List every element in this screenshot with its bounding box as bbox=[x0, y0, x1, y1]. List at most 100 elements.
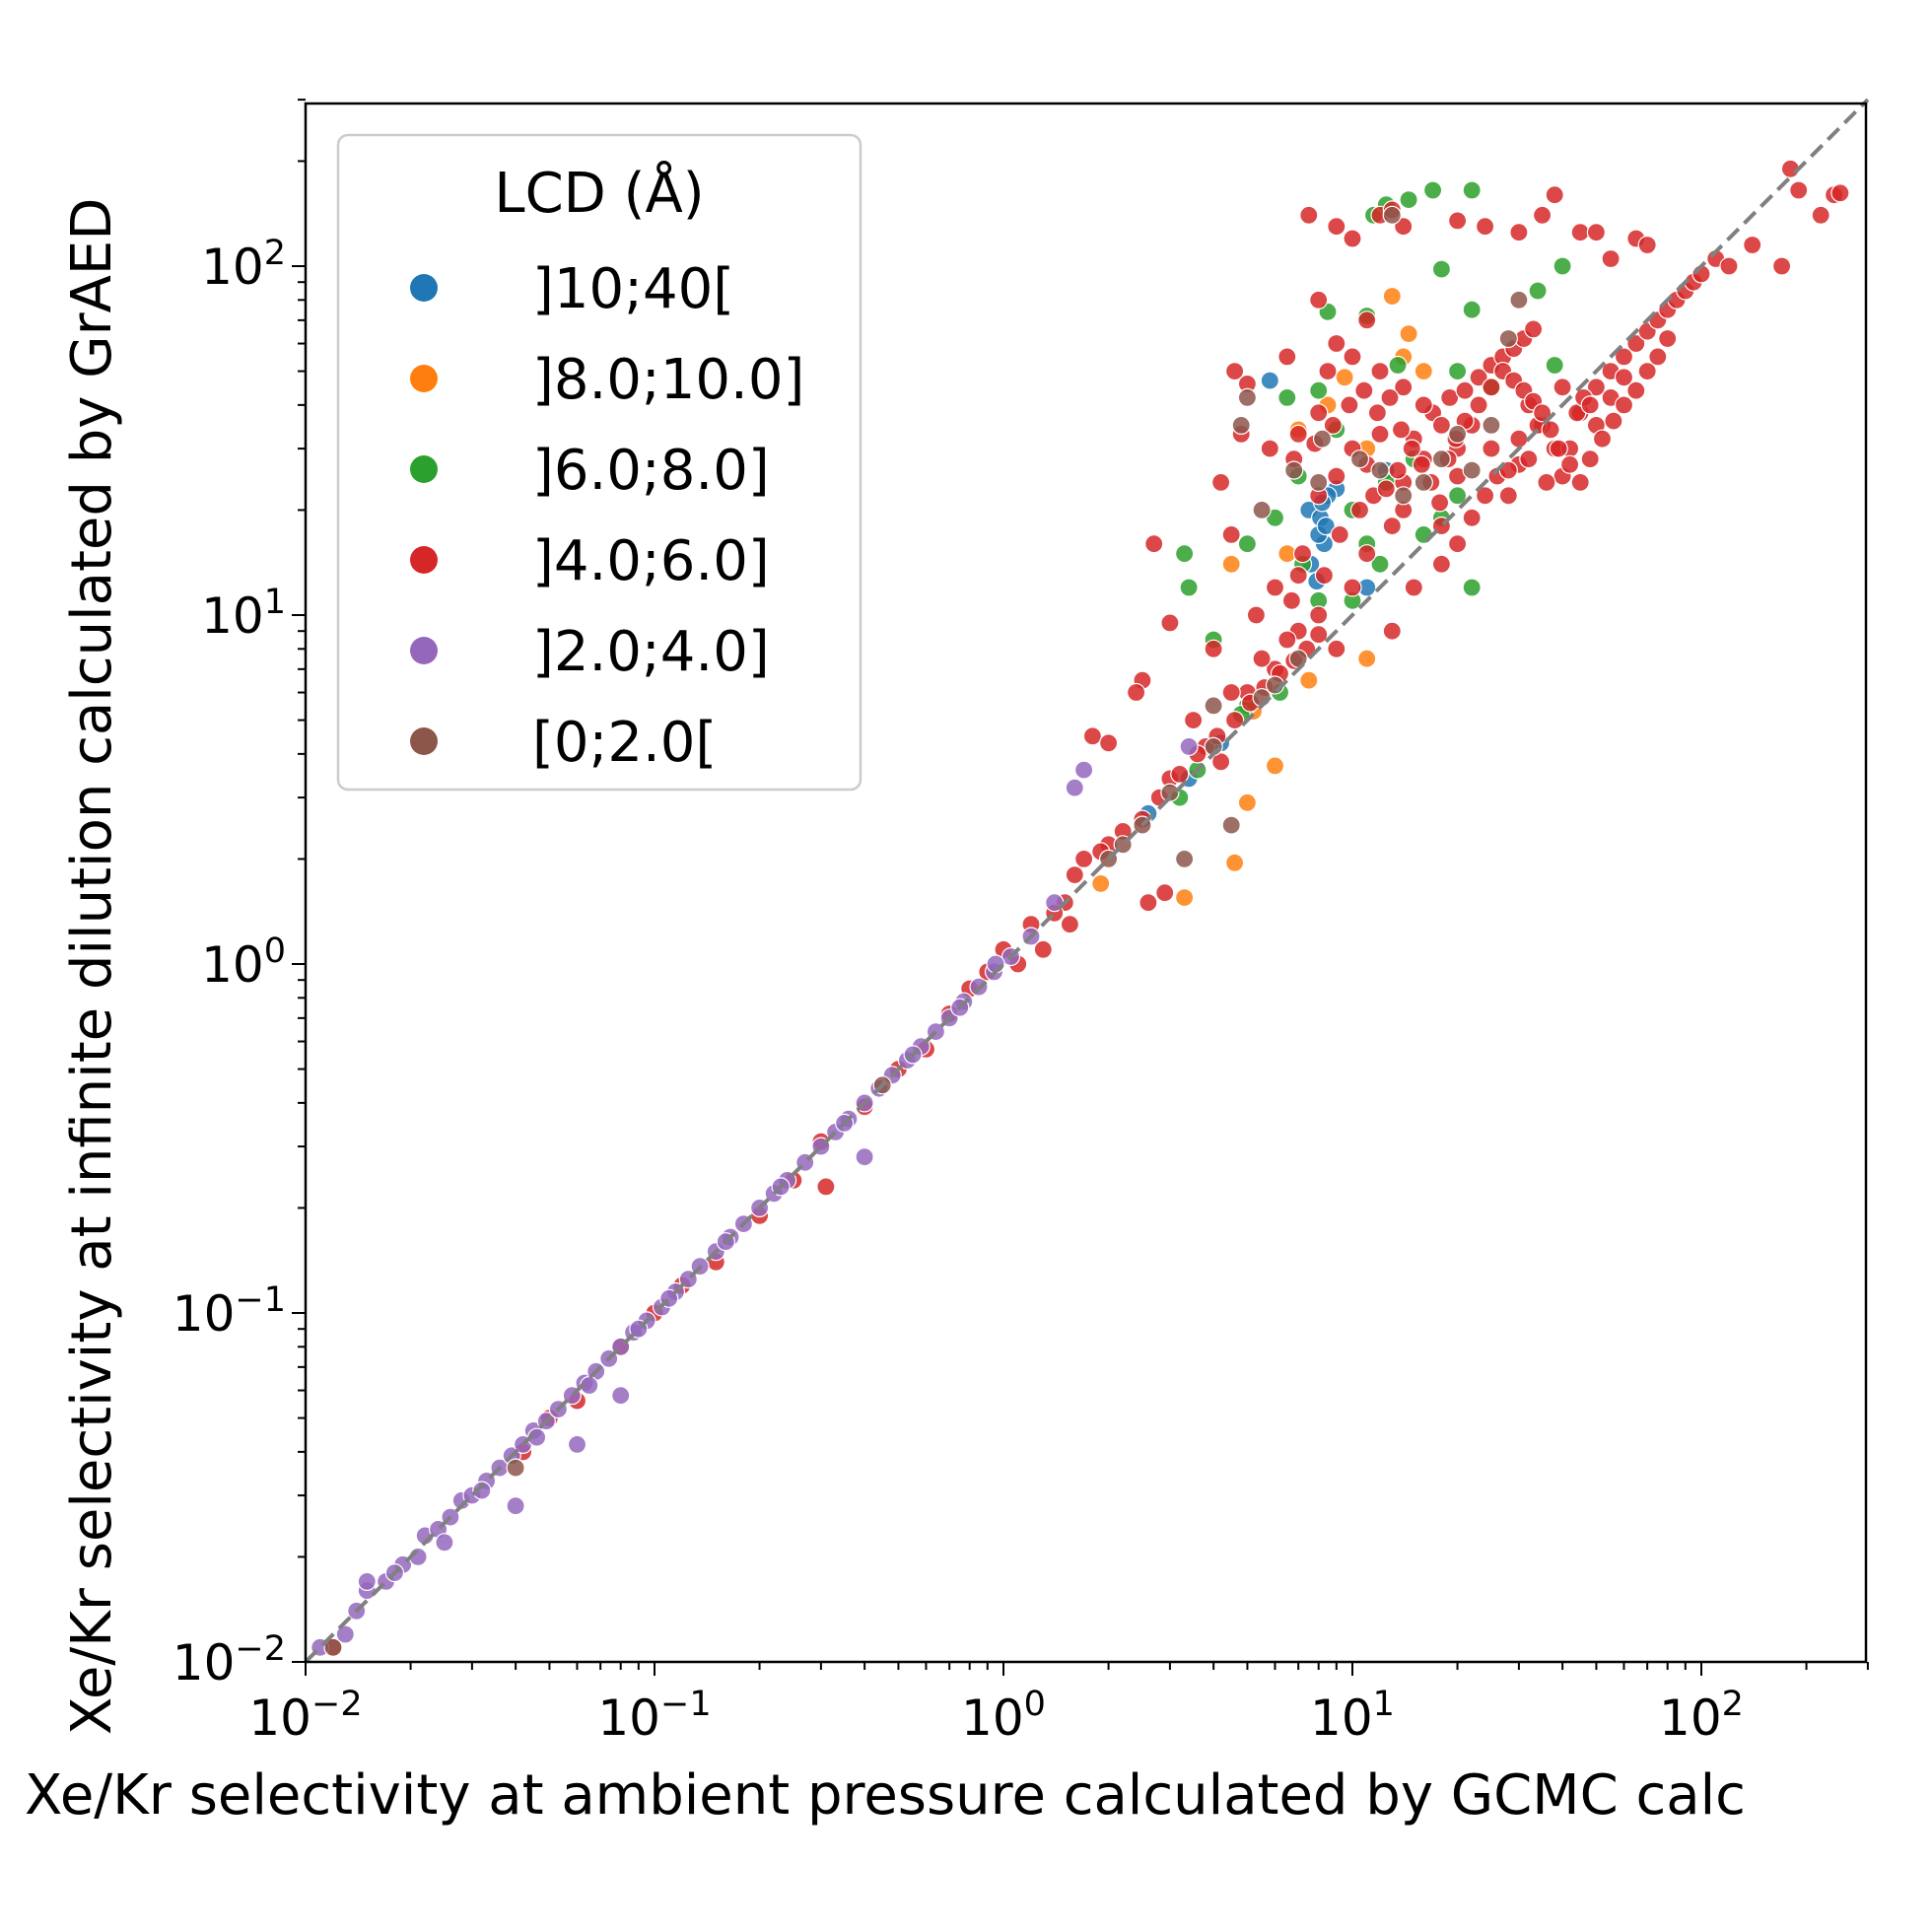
data-point bbox=[1204, 639, 1223, 658]
data-point bbox=[1224, 362, 1245, 381]
data-point bbox=[1431, 415, 1452, 435]
data-point bbox=[1498, 486, 1518, 506]
legend-title: LCD (Å) bbox=[494, 161, 704, 226]
data-point bbox=[1541, 420, 1560, 440]
data-point bbox=[1160, 613, 1180, 633]
data-point bbox=[1260, 371, 1279, 390]
data-point bbox=[1447, 424, 1468, 444]
legend-marker bbox=[410, 365, 438, 392]
data-point bbox=[1224, 853, 1245, 872]
y-tick-label: 102 bbox=[201, 234, 286, 296]
data-point bbox=[1719, 256, 1739, 276]
legend-marker bbox=[410, 455, 438, 483]
data-point bbox=[1462, 180, 1482, 200]
data-point bbox=[1357, 544, 1377, 564]
data-point bbox=[1811, 205, 1830, 225]
data-point bbox=[1327, 217, 1346, 237]
data-point bbox=[1210, 472, 1231, 492]
data-point bbox=[1277, 630, 1297, 650]
data-point bbox=[1545, 355, 1564, 376]
data-point bbox=[1412, 454, 1431, 474]
data-point bbox=[1246, 605, 1267, 625]
legend-marker bbox=[410, 274, 438, 302]
legend-label: [0;2.0[ bbox=[532, 711, 717, 775]
data-point bbox=[1388, 355, 1408, 376]
data-point bbox=[1327, 333, 1346, 354]
data-point bbox=[1330, 524, 1349, 545]
data-point bbox=[1252, 500, 1272, 520]
data-point bbox=[1204, 696, 1223, 716]
x-axis-label: Xe/Kr selectivity at ambient pressure ca… bbox=[25, 1763, 1746, 1828]
data-point bbox=[1414, 395, 1433, 415]
data-point bbox=[1327, 639, 1346, 658]
data-point bbox=[1252, 649, 1272, 668]
data-point bbox=[1343, 229, 1362, 248]
data-point bbox=[1370, 424, 1390, 444]
data-point bbox=[1532, 205, 1552, 225]
data-point bbox=[1160, 783, 1180, 802]
data-point bbox=[1614, 395, 1634, 415]
x-tick-label: 101 bbox=[1310, 1685, 1395, 1747]
data-point bbox=[1509, 223, 1529, 242]
data-point bbox=[816, 1177, 836, 1197]
data-point bbox=[1382, 621, 1402, 641]
data-point bbox=[1183, 710, 1204, 730]
data-point bbox=[1404, 578, 1423, 597]
data-point bbox=[1174, 887, 1195, 908]
data-point bbox=[1309, 380, 1329, 400]
data-point bbox=[1626, 380, 1646, 400]
legend-item: [0;2.0[ bbox=[410, 711, 717, 775]
data-point bbox=[1422, 180, 1443, 200]
data-point bbox=[1637, 235, 1657, 255]
data-point bbox=[1340, 395, 1359, 415]
data-point bbox=[1174, 849, 1195, 869]
data-point bbox=[1475, 486, 1495, 506]
data-point bbox=[1552, 256, 1572, 276]
data-point bbox=[357, 1571, 377, 1592]
data-point bbox=[1265, 756, 1285, 776]
data-point bbox=[1221, 554, 1241, 574]
data-point bbox=[1601, 248, 1621, 269]
data-point bbox=[1429, 493, 1450, 513]
data-point bbox=[1309, 605, 1329, 625]
data-point bbox=[1179, 578, 1199, 597]
data-point bbox=[1519, 449, 1539, 469]
data-point bbox=[1277, 347, 1297, 367]
data-point bbox=[1414, 524, 1433, 545]
data-point bbox=[1604, 411, 1623, 431]
data-point bbox=[1260, 439, 1279, 458]
data-point bbox=[1335, 368, 1354, 387]
data-point bbox=[855, 1147, 874, 1167]
plot-area-frame bbox=[304, 102, 1868, 1664]
y-tick-label: 101 bbox=[201, 583, 286, 645]
legend-box bbox=[336, 133, 862, 792]
data-point bbox=[1073, 760, 1094, 780]
data-point bbox=[1431, 554, 1452, 574]
data-point bbox=[1237, 793, 1258, 812]
data-point bbox=[435, 1533, 454, 1552]
data-point bbox=[1559, 454, 1580, 474]
legend-label: ]10;40[ bbox=[532, 257, 734, 321]
data-point bbox=[1431, 259, 1452, 279]
data-point bbox=[1580, 395, 1600, 415]
data-point bbox=[1367, 403, 1388, 423]
data-point bbox=[1065, 778, 1084, 797]
data-point bbox=[1394, 486, 1414, 506]
data-point bbox=[1312, 429, 1333, 448]
axis-ticks bbox=[292, 99, 1869, 1676]
data-point bbox=[1440, 387, 1460, 407]
legend-label: ]4.0;6.0] bbox=[532, 529, 770, 593]
data-point bbox=[1399, 190, 1418, 210]
data-point bbox=[1343, 347, 1362, 367]
data-point bbox=[1455, 380, 1475, 400]
data-point bbox=[1224, 710, 1245, 730]
data-point bbox=[1065, 864, 1084, 885]
legend-item: ]10;40[ bbox=[410, 257, 734, 321]
x-tick-labels: 10−2 10−1 100 101 102 bbox=[248, 1685, 1744, 1747]
data-point bbox=[1509, 429, 1529, 448]
legend-items: ]10;40[]8.0;10.0]]6.0;8.0]]4.0;6.0]]2.0;… bbox=[410, 257, 804, 775]
data-point bbox=[1586, 223, 1607, 242]
data-point bbox=[1382, 516, 1402, 536]
